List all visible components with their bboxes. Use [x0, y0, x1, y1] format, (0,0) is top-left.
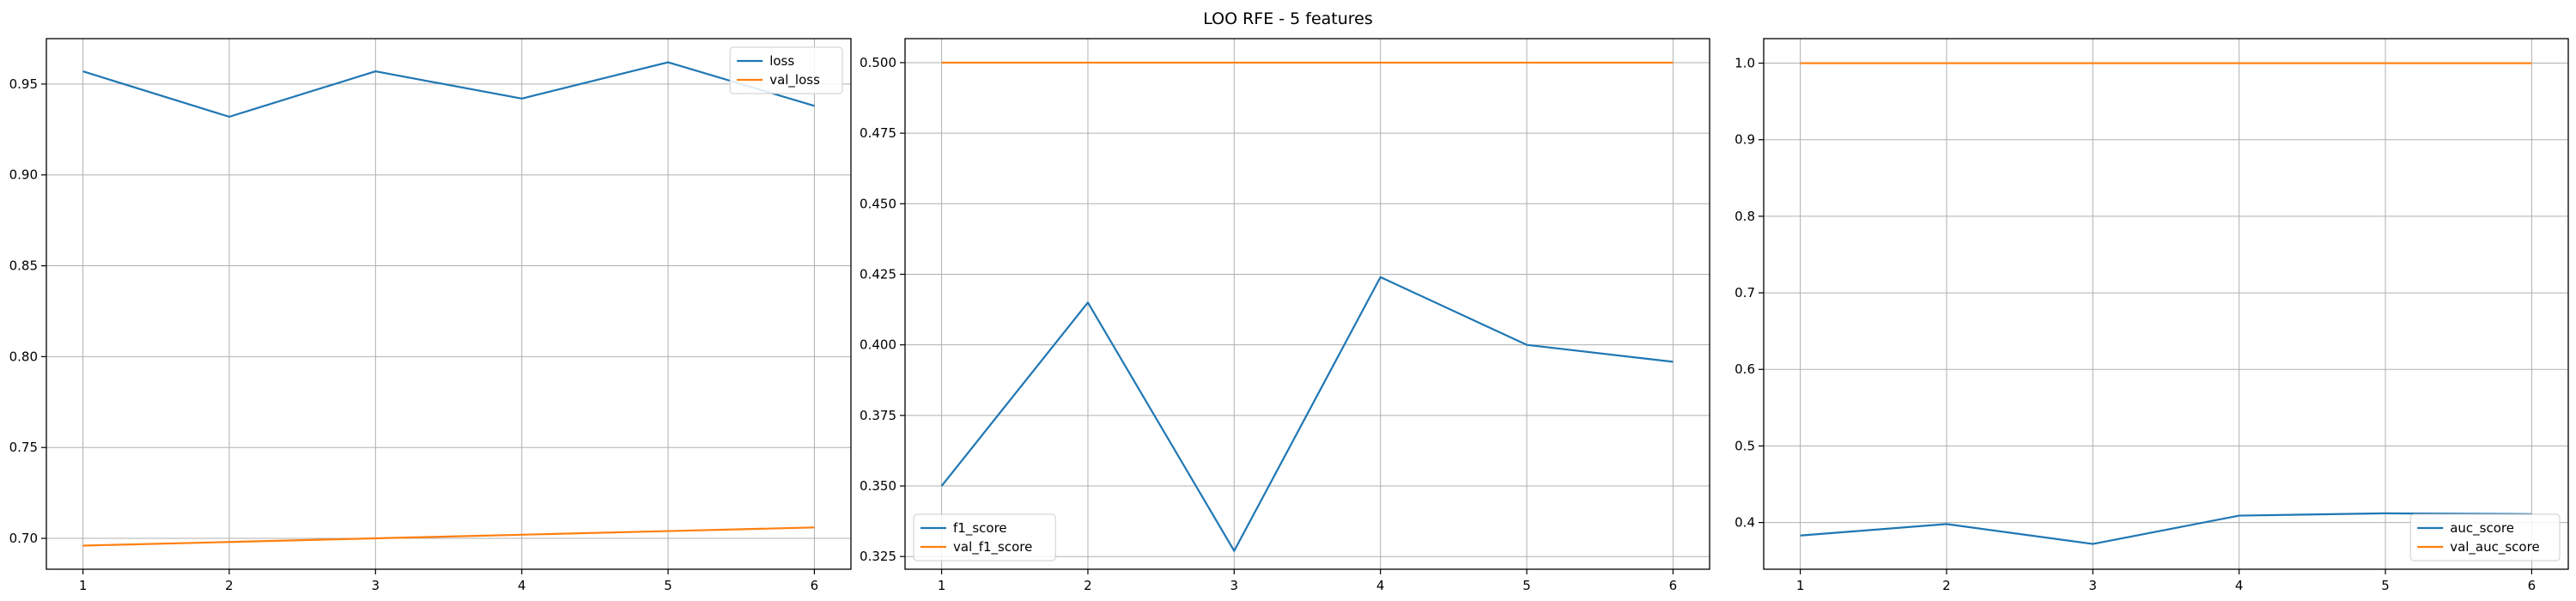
- x-tick-label: 1: [938, 578, 946, 593]
- legend-label-val_f1_score: val_f1_score: [953, 539, 1032, 555]
- y-tick-label: 0.6: [1735, 361, 1755, 377]
- x-tick-label: 5: [664, 578, 672, 593]
- x-tick-label: 3: [2089, 578, 2098, 593]
- x-tick-label: 2: [225, 578, 234, 593]
- series-line-loss: [82, 61, 815, 118]
- x-tick-label: 2: [1942, 578, 1951, 593]
- x-tick-label: 6: [2528, 578, 2537, 593]
- legend: auc_score val_auc_score: [2409, 513, 2561, 562]
- y-tick-label: 1.0: [1735, 56, 1755, 71]
- y-tick-label: 0.8: [1735, 209, 1755, 224]
- x-tick-label: 5: [1522, 578, 1531, 593]
- y-tick-label: 0.9: [1735, 132, 1755, 148]
- y-tick-label: 0.400: [860, 337, 896, 353]
- legend-box: [913, 513, 1056, 562]
- subplot-loss: 1 2 3 4 5 6 0.70 0.75 0.80 0.85 0.90 0.95 loss val_lo…: [9, 38, 852, 593]
- x-tick-label: 5: [2381, 578, 2390, 593]
- legend-label-val_loss: val_loss: [769, 72, 820, 88]
- series-line-auc_score: [1800, 512, 2532, 545]
- y-tick-label: 0.80: [9, 349, 38, 364]
- figure-title: LOO RFE - 5 features: [1203, 9, 1373, 28]
- legend-label-auc_score: auc_score: [2450, 520, 2514, 537]
- x-tick-label: 3: [1230, 578, 1239, 593]
- legend-label-val_auc_score: val_auc_score: [2450, 539, 2540, 555]
- subplot-f1-score: 1 2 3 4 5 6 0.325 0.350 0.375 0.400 0.425 0.450 0.47…: [860, 38, 1710, 593]
- legend: f1_score val_f1_score: [913, 513, 1056, 562]
- legend-box: [2409, 513, 2561, 562]
- legend-box: [729, 46, 843, 94]
- y-tick-label: 0.5: [1735, 438, 1755, 453]
- series-line-f1_score: [940, 276, 1674, 552]
- legend-label-f1_score: f1_score: [953, 520, 1007, 537]
- y-tick-label: 0.500: [860, 55, 896, 70]
- y-tick-label: 0.70: [9, 531, 38, 546]
- x-tick-label: 1: [1796, 578, 1805, 593]
- legend: loss val_loss: [729, 46, 843, 94]
- y-tick-label: 0.90: [9, 167, 38, 183]
- y-tick-label: 0.325: [860, 549, 896, 564]
- y-tick-label: 0.350: [860, 478, 896, 494]
- x-tick-label: 1: [79, 578, 88, 593]
- y-tick-label: 0.95: [9, 76, 38, 92]
- y-tick-label: 0.475: [860, 125, 896, 141]
- x-tick-label: 4: [1376, 578, 1385, 593]
- axes-frame: [1763, 38, 2569, 570]
- x-tick-label: 6: [1669, 578, 1678, 593]
- x-tick-label: 2: [1084, 578, 1092, 593]
- x-tick-label: 4: [518, 578, 526, 593]
- y-tick-label: 0.375: [860, 408, 896, 423]
- x-tick-label: 3: [372, 578, 380, 593]
- y-tick-label: 0.7: [1735, 285, 1755, 300]
- y-tick-label: 0.4: [1735, 515, 1755, 531]
- y-tick-label: 0.425: [860, 266, 896, 282]
- x-tick-label: 4: [2235, 578, 2244, 593]
- y-tick-label: 0.450: [860, 196, 896, 211]
- series-line-val_loss: [82, 526, 815, 547]
- x-tick-label: 6: [811, 578, 819, 593]
- axes-frame: [46, 38, 852, 570]
- axes-frame: [904, 38, 1710, 570]
- y-tick-label: 0.75: [9, 440, 38, 455]
- y-tick-label: 0.85: [9, 258, 38, 274]
- subplot-auc-score: 1 2 3 4 5 6 0.4 0.5 0.6 0.7 0.8 0.9 1.0 auc_score val_…: [1735, 38, 2569, 593]
- grid: [46, 39, 851, 569]
- legend-label-loss: loss: [769, 53, 794, 69]
